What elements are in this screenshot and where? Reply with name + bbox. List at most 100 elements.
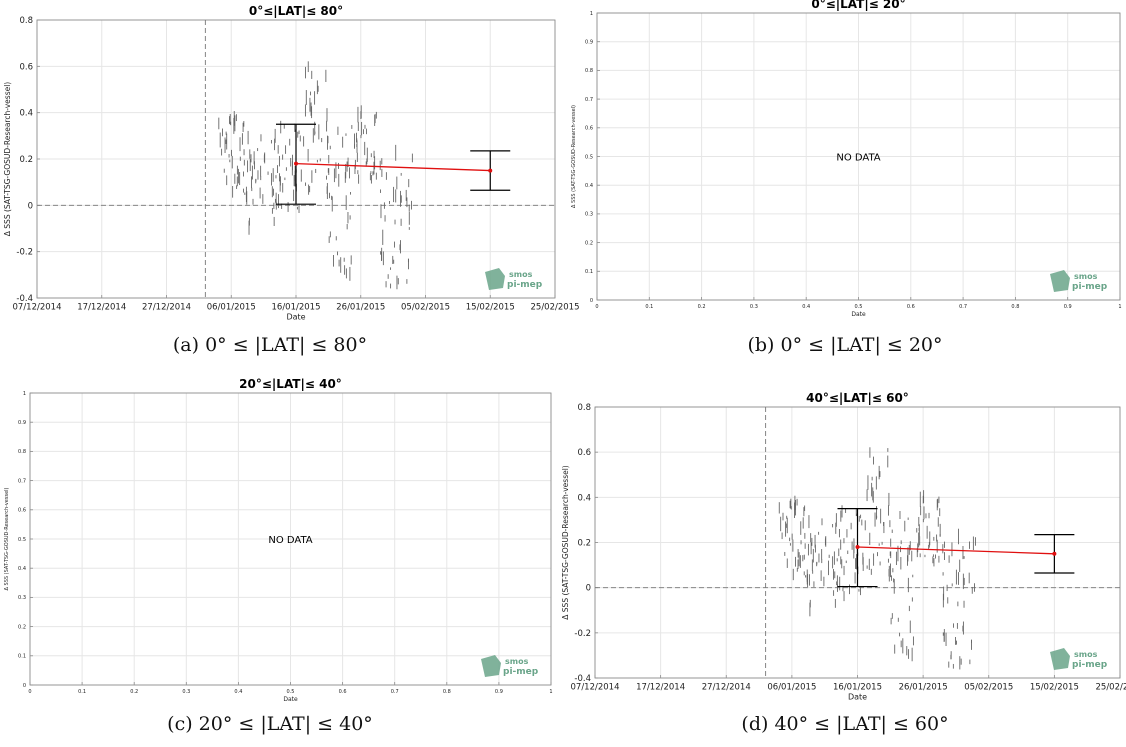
y-tick-label: 0.4 (18, 566, 26, 572)
y-tick-label: 0.8 (19, 16, 33, 26)
x-tick-label: 0.6 (339, 689, 347, 695)
x-tick-label: 25/02/2015 (1096, 683, 1126, 693)
chart-a-svg: 07/12/2014 17/12/2014 27/12/2014 06/01/2015… (3, 4, 580, 322)
y-tick-label: 0.9 (585, 39, 593, 45)
axes-frame (29, 392, 552, 686)
x-tick-label: 0.6 (907, 304, 915, 310)
y-axis-label: Δ SSS (SAT-TSG-GOSUD-Research-vessel) (561, 465, 570, 620)
x-tick-label: 06/01/2015 (207, 303, 256, 313)
axes-frame (36, 19, 556, 299)
chart-d-svg: 07/12/2014 17/12/2014 27/12/2014 06/01/2015… (561, 391, 1126, 702)
caption-b: (b) 0° ≤ |LAT| ≤ 20° (747, 334, 943, 356)
logo-text-line2: pi-mep (503, 667, 539, 677)
x-tick-label: 0.4 (234, 689, 242, 695)
logo-mark-icon (485, 268, 505, 290)
chart-title: 20°≤|LAT|≤ 40° (239, 377, 342, 391)
logo-text-line2: pi-mep (507, 280, 543, 290)
logo-text-line1: smos (1074, 272, 1098, 281)
x-tick-label: 17/12/2014 (77, 303, 126, 313)
chart-title: 40°≤|LAT|≤ 60° (806, 391, 909, 405)
y-tick-label: 0.6 (577, 448, 591, 458)
x-tick-label: 0.2 (130, 689, 138, 695)
y-tick-label: 0 (28, 201, 33, 211)
mean-point (294, 161, 298, 166)
x-axis-label: Date (283, 696, 298, 703)
x-tick-label: 0.3 (750, 304, 758, 310)
x-tick-label: 17/12/2014 (636, 683, 685, 693)
no-data-label: NO DATA (836, 153, 880, 164)
chart-title: 0°≤|LAT|≤ 80° (249, 4, 343, 18)
x-tick-label: 0.8 (443, 689, 451, 695)
logo-mark-icon (481, 655, 501, 677)
axes-frame (596, 12, 1121, 301)
logo-mark-icon (1050, 648, 1070, 670)
chart-b-svg: 0 0.1 0.2 0.3 0.4 0.5 0.6 0.7 0.8 0.9 1 1 0.9 0.8 0.7 0… (571, 0, 1122, 318)
y-tick-label: 0.9 (18, 420, 26, 426)
y-tick-label: 0.8 (577, 403, 591, 413)
logo-text-line1: smos (509, 270, 533, 279)
plot-area: 0 0.1 0.2 0.3 0.4 0.5 0.6 0.7 0.8 0.9 1 1 0.9 0.8 0.7 0… (571, 0, 1122, 318)
y-tick-label: 0 (23, 683, 26, 689)
y-tick-label: 0.7 (18, 478, 26, 484)
y-tick-label: 0.2 (18, 624, 26, 630)
x-tick-label: 05/02/2015 (964, 683, 1013, 693)
y-tick-label: 0.4 (577, 493, 591, 503)
y-tick-label: 0.6 (585, 126, 593, 132)
x-tick-label: 1 (549, 689, 552, 695)
x-tick-label: 27/12/2014 (142, 303, 191, 313)
y-axis-label: Δ SSS (SAT-TSG-GOSUD-Research-vessel) (4, 487, 10, 590)
x-tick-label: 0 (28, 689, 31, 695)
no-data-label: NO DATA (268, 535, 312, 546)
y-tick-label: -0.2 (574, 629, 591, 639)
mean-point (488, 168, 493, 173)
x-tick-label: 07/12/2014 (13, 303, 62, 313)
x-tick-label: 07/12/2014 (571, 683, 620, 693)
logo-text-line1: smos (1074, 650, 1098, 659)
y-tick-label: 0.7 (585, 97, 593, 103)
x-tick-label: 06/01/2015 (767, 683, 816, 693)
y-axis-label: Δ SSS (SAT-TSG-GOSUD-Research-vessel) (3, 82, 12, 237)
chart-panel-a: 07/12/2014 17/12/2014 27/12/2014 06/01/2015… (0, 0, 580, 322)
caption-a: (a) 0° ≤ |LAT| ≤ 80° (172, 334, 368, 356)
y-tick-label: 0.2 (19, 155, 33, 165)
y-tick-label: 0.4 (585, 183, 593, 189)
x-tick-label: 15/02/2015 (1030, 683, 1079, 693)
y-tick-label: -0.4 (574, 674, 591, 684)
chart-panel-c: 0 0.1 0.2 0.3 0.4 0.5 0.6 0.7 0.8 0.9 1 1 0.9 0.8 0.7 0… (0, 372, 560, 703)
chart-panel-b: 0 0.1 0.2 0.3 0.4 0.5 0.6 0.7 0.8 0.9 1 1 0.9 0.8 0.7 0… (571, 0, 1126, 320)
y-tick-label: 0.3 (18, 595, 26, 601)
x-axis-label: Date (286, 313, 305, 322)
axes-frame (594, 406, 1121, 679)
x-tick-label: 0.9 (495, 689, 503, 695)
x-axis-label: Date (848, 693, 867, 702)
caption-d: (d) 40° ≤ |LAT| ≤ 60° (741, 713, 949, 735)
mean-line (857, 546, 1055, 555)
y-tick-label: 0.2 (585, 240, 593, 246)
mean-line (295, 162, 491, 172)
y-tick-label: 0 (590, 298, 593, 304)
plot-area: 0 0.1 0.2 0.3 0.4 0.5 0.6 0.7 0.8 0.9 1 1 0.9 0.8 0.7 0… (4, 377, 553, 703)
logo-text-line2: pi-mep (1072, 660, 1108, 670)
x-tick-label: 0.5 (287, 689, 295, 695)
y-tick-label: 0.4 (19, 109, 33, 119)
caption-c: (c) 20° ≤ |LAT| ≤ 40° (167, 713, 373, 735)
x-tick-label: 0.8 (1011, 304, 1019, 310)
y-tick-label: 0.6 (19, 62, 33, 72)
y-tick-label: 0.8 (18, 449, 26, 455)
x-tick-label: 0.1 (645, 304, 653, 310)
x-tick-label: 0.7 (959, 304, 967, 310)
y-tick-label: 0.2 (577, 538, 591, 548)
y-tick-label: 0.3 (585, 212, 593, 218)
y-tick-label: 0.1 (585, 269, 593, 275)
x-tick-label: 26/01/2015 (336, 303, 385, 313)
chart-panel-d: 07/12/2014 17/12/2014 27/12/2014 06/01/2015… (561, 372, 1126, 702)
x-tick-label: 1 (1118, 304, 1121, 310)
logo-text-line1: smos (505, 657, 529, 666)
y-tick-label: 0.1 (18, 654, 26, 660)
y-tick-label: 0.8 (585, 68, 593, 74)
y-tick-label: 1 (23, 391, 26, 397)
